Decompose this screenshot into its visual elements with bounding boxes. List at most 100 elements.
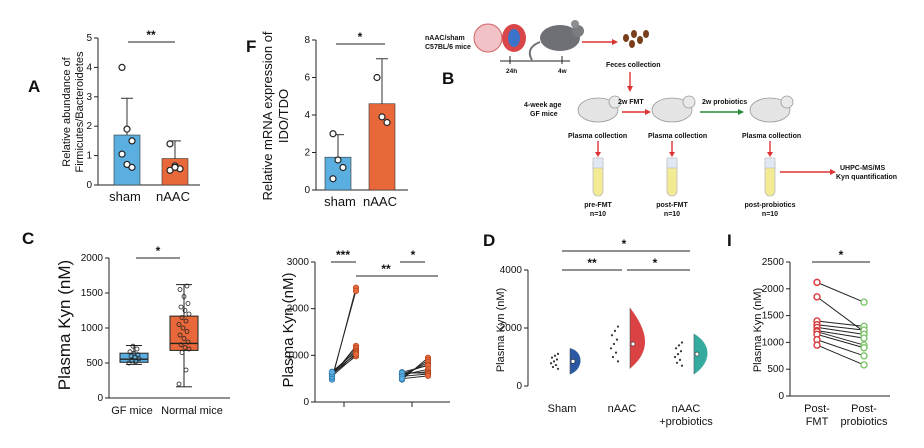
y-tick-label-a-ticks-2: 2: [86, 121, 92, 132]
y-tick-label-a-ticks-3: 3: [86, 92, 92, 103]
violin-point-2-3: [673, 355, 677, 359]
tube-label-0: pre-FMT: [584, 202, 612, 209]
point-c-1-14: [186, 311, 192, 317]
point-F-0-3: [329, 175, 337, 183]
violin-point-2-8: [680, 341, 684, 344]
point-c-1-7: [181, 336, 187, 341]
panel-letter-c: C: [22, 229, 34, 248]
point-c-1-1: [183, 367, 189, 373]
panel-letter-f: F: [246, 37, 256, 56]
point-c-0-5: [128, 353, 134, 359]
b-plasma-label-1: Plasma collection: [568, 133, 627, 140]
point-c-1-3: [186, 346, 192, 352]
violin-point-0-2: [554, 363, 558, 367]
panel-letter-i: I: [727, 231, 732, 250]
lines-i: [813, 278, 868, 369]
category-a-sham: sham: [109, 189, 141, 204]
violin-point-1-5: [615, 338, 619, 341]
violin-point-0-1: [551, 365, 555, 369]
panel-letter-a: A: [28, 77, 40, 96]
y-tick-label-a-ticks-5: 5: [86, 33, 92, 44]
point-c-1-20: [184, 283, 190, 289]
category-d-naac-prob-2: +probiotics: [659, 416, 713, 428]
pair-line-g1-8: [331, 355, 357, 375]
violin-point-2-7: [677, 344, 681, 347]
pair-end-g1-9: [352, 351, 360, 358]
point-c-1-13: [179, 315, 185, 320]
point-c-0-3: [136, 356, 142, 362]
category-i-post-fmt-1: Post-: [804, 403, 830, 415]
b-time-24h: 24h: [506, 68, 517, 75]
pair-line-i-3: [816, 324, 865, 331]
pair-end-i-7: [860, 344, 868, 352]
b-plasma-label-2: Plasma collection: [648, 133, 707, 140]
point-c-1-5: [178, 342, 184, 348]
category-a-naac: nAAC: [156, 189, 190, 204]
category-d-naac: nAAC: [608, 403, 637, 415]
sig-label-d-2: **: [587, 256, 597, 270]
arrow-head-uhplc: [830, 169, 836, 175]
y-tick-label-cr-ticks-1: 1000: [287, 350, 310, 361]
violin-point-2-1: [675, 361, 679, 364]
violin-point-2-0: [680, 364, 684, 367]
tube-label-1: post-FMT: [656, 202, 688, 209]
category-d-sham: Sham: [548, 403, 577, 415]
pair-line-i-8: [816, 339, 865, 357]
sig-label-c-left: *: [156, 244, 161, 258]
violin-point-2-2: [678, 358, 682, 361]
bars-a: [113, 63, 189, 186]
pair-start-g1-9: [328, 369, 336, 376]
panel-letter-b: B: [442, 69, 454, 88]
pair-line-g2-9: [401, 375, 429, 380]
b-uhplc-label-1: UHPC-MS/MS: [840, 165, 885, 172]
violin-point-2-4: [676, 353, 680, 356]
point-c-1-12: [183, 318, 189, 324]
mouse-icon: [528, 20, 584, 61]
pair-line-i-2: [816, 320, 865, 327]
point-c-1-2: [179, 350, 185, 355]
point-c-0-0: [126, 360, 132, 366]
arrow-head-plasma-0: [595, 152, 601, 157]
panel-letter-d: D: [483, 231, 495, 250]
pair-line-g1-9: [331, 354, 357, 373]
point-c-1-19: [177, 287, 183, 292]
category-f-sham: sham: [324, 194, 356, 209]
violin-1: [630, 307, 645, 369]
point-c-1-11: [176, 322, 182, 327]
violin-point-0-3: [549, 362, 553, 365]
b-gf-label-1: 4-week age: [524, 102, 561, 109]
point-F-1-1: [378, 113, 386, 121]
y-tick-label-d-ticks-0: 0: [516, 381, 522, 392]
y-tick-label-f-ticks-4: 8: [304, 35, 310, 46]
violin-point-2-6: [674, 347, 678, 350]
panel-f: F Relative mRNA expression of IDO/TDO 0 2…: [246, 30, 408, 209]
pair-start-i-9: [813, 341, 821, 349]
pair-end-g2-9: [424, 372, 432, 379]
points-c-right: [328, 284, 432, 383]
panel-c-left: C Plasma Kyn (nM) 0 500 1000 1500 2000 * GF …: [22, 229, 230, 417]
pair-line-g2-8: [401, 373, 429, 377]
sig-label-c-right-2: **: [381, 262, 391, 276]
tube-n-1: n=10: [664, 211, 680, 218]
pair-line-i-5: [816, 330, 865, 339]
panel-i: I Plasma Kyn (nM) 0 500 1000 1500 2000 2500 *…: [727, 231, 890, 428]
point-A-1-0: [166, 140, 174, 148]
panel-b: B nAAC/sham C57BL/6 mice 24h 4w: [425, 20, 897, 218]
tube-label-2: post-probiotics: [745, 202, 796, 209]
category-i-post-prob-1: Post-: [851, 403, 877, 415]
point-c-1-4: [182, 345, 188, 351]
b-feces-label: Feces collection: [606, 62, 660, 69]
sig-label-d-3: *: [653, 256, 658, 270]
panel-a: A Relative abundance of Firmicutes/Bacte…: [28, 28, 200, 204]
ticks-c-right: 0 1000 2000 3000: [287, 257, 315, 408]
b-mice-label-2: C57BL/6 mice: [425, 44, 471, 51]
bar-A-sham: [113, 134, 141, 186]
pair-end-i-9: [860, 361, 868, 369]
tube-cap-2: [764, 157, 776, 169]
arrow-head-fmt: [645, 109, 651, 115]
b-probiotics-label: 2w probiotics: [702, 99, 747, 106]
axis-title-y-f1: Relative mRNA expression of: [260, 31, 275, 200]
b-uhplc-label-2: Kyn quantification: [836, 174, 897, 181]
point-c-1-9: [184, 329, 190, 334]
